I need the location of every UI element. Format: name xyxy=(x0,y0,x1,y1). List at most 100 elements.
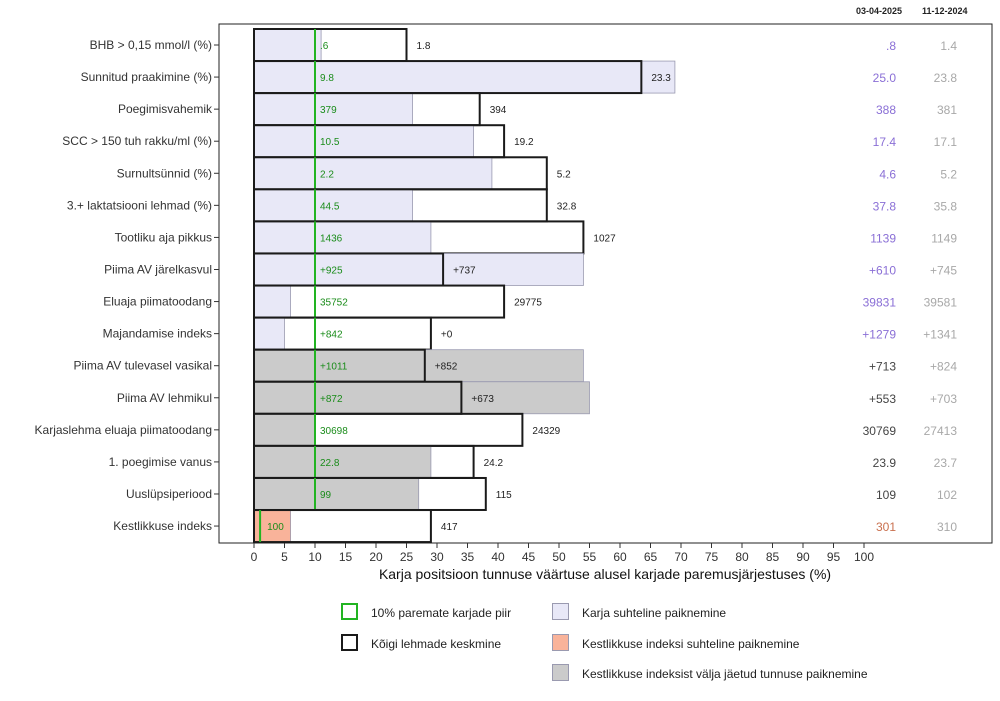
date-current: 03-04-2025 xyxy=(856,6,903,16)
herd-position-bar xyxy=(253,221,432,254)
current-value: 23.9 xyxy=(873,456,897,470)
top10-value-label: 1436 xyxy=(320,233,343,244)
x-tick-label: 50 xyxy=(552,550,566,564)
herd-position-bar xyxy=(253,317,285,351)
top10-value-label: 100 xyxy=(267,522,284,533)
category-label: Karjaslehma eluaja piimatoodang xyxy=(35,423,212,437)
average-box xyxy=(253,509,432,544)
category-label: Piima AV lehmikul xyxy=(117,391,212,405)
category-label: Sunnitud praakimine (%) xyxy=(81,70,212,84)
average-value-label: 29775 xyxy=(514,298,542,309)
herd-position-bar xyxy=(253,349,584,383)
previous-value: 35.8 xyxy=(934,199,958,213)
top10-value-label: +1011 xyxy=(320,362,348,373)
legend-swatch-durability xyxy=(552,634,569,651)
average-value-label: 19.2 xyxy=(514,137,534,148)
current-value: +553 xyxy=(869,392,896,406)
herd-position-bar xyxy=(253,285,291,318)
top10-value-label: 44.5 xyxy=(320,201,340,212)
current-value: 25.0 xyxy=(873,71,897,85)
average-value-label: 1.8 xyxy=(417,41,431,52)
previous-value: 27413 xyxy=(924,424,958,438)
current-value: .8 xyxy=(886,39,896,53)
previous-value: 5.2 xyxy=(940,167,957,181)
average-value-label: 417 xyxy=(441,522,458,533)
average-value-label: +673 xyxy=(471,394,494,405)
x-tick-label: 90 xyxy=(796,550,810,564)
top10-value-label: +925 xyxy=(320,265,343,276)
category-label: Piima AV järelkasvul xyxy=(104,262,212,276)
legend-swatch-excluded xyxy=(552,664,569,681)
current-value: 301 xyxy=(876,520,896,534)
top10-value-label: 10.5 xyxy=(320,137,340,148)
category-label: Piima AV tulevasel vasikal xyxy=(73,359,212,373)
average-value-label: +737 xyxy=(453,265,476,276)
current-value: +713 xyxy=(869,360,896,374)
previous-value: 1149 xyxy=(931,231,957,245)
herd-position-bar xyxy=(253,381,590,415)
x-tick-label: 55 xyxy=(583,550,597,564)
legend-label-herd: Karja suhteline paiknemine xyxy=(582,606,727,620)
category-label: 3.+ laktatsiooni lehmad (%) xyxy=(67,198,212,212)
average-value-label: 394 xyxy=(490,105,507,116)
top10-value-label: 379 xyxy=(320,105,337,116)
legend-swatch-average xyxy=(341,634,358,651)
current-value: +1279 xyxy=(862,328,896,342)
current-value: 4.6 xyxy=(879,167,896,181)
previous-value: 17.1 xyxy=(934,135,958,149)
x-tick-label: 95 xyxy=(827,550,841,564)
herd-position-bar xyxy=(253,60,676,94)
legend-label-durability: Kestlikkuse indeksi suhteline paiknemine xyxy=(582,637,800,651)
current-value: 1139 xyxy=(870,231,896,245)
x-tick-label: 0 xyxy=(251,550,258,564)
herd-position-bar xyxy=(253,156,493,190)
previous-value: 310 xyxy=(937,520,957,534)
x-tick-label: 5 xyxy=(281,550,288,564)
current-value: 17.4 xyxy=(873,135,897,149)
x-tick-label: 75 xyxy=(705,550,719,564)
average-value-label: +0 xyxy=(441,330,453,341)
x-tick-label: 40 xyxy=(491,550,505,564)
category-label: Kestlikkuse indeks xyxy=(113,519,212,533)
x-tick-label: 30 xyxy=(430,550,444,564)
top10-value-label: 22.8 xyxy=(320,458,340,469)
top10-value-label: 2.2 xyxy=(320,169,334,180)
herd-position-bar xyxy=(253,413,316,447)
previous-value: 1.4 xyxy=(940,39,957,53)
legend-label-top10: 10% paremate karjade piir xyxy=(371,606,512,620)
date-previous: 11-12-2024 xyxy=(922,6,968,16)
herd-position-bar xyxy=(253,477,420,511)
previous-value: 102 xyxy=(937,488,957,502)
legend-swatch-herd xyxy=(552,603,569,620)
average-value-label: 5.2 xyxy=(557,169,571,180)
x-tick-label: 45 xyxy=(522,550,536,564)
category-label: 1. poegimise vanus xyxy=(109,455,212,469)
category-label: Surnultsünnid (%) xyxy=(117,166,212,180)
top10-value-label: +872 xyxy=(320,394,343,405)
x-tick-label: 25 xyxy=(400,550,414,564)
x-tick-label: 80 xyxy=(735,550,749,564)
top10-value-label: 99 xyxy=(320,490,332,501)
current-value: 109 xyxy=(876,488,896,502)
current-value: 39831 xyxy=(863,296,897,310)
average-box xyxy=(253,284,506,319)
category-label: BHB > 0,15 mmol/l (%) xyxy=(90,38,212,52)
previous-value: 23.7 xyxy=(934,456,958,470)
average-value-label: 23.3 xyxy=(651,73,671,84)
top10-value-label: 9.8 xyxy=(320,73,334,84)
average-value-label: 24329 xyxy=(532,426,560,437)
x-tick-label: 100 xyxy=(854,550,874,564)
average-value-label: 24.2 xyxy=(484,458,504,469)
category-label: Tootliku aja pikkus xyxy=(115,230,212,244)
x-tick-label: 20 xyxy=(369,550,383,564)
herd-position-bar xyxy=(253,188,414,222)
previous-value: +1341 xyxy=(923,328,957,342)
plot-frame xyxy=(218,23,993,544)
previous-value: 381 xyxy=(937,103,957,117)
x-tick-label: 35 xyxy=(461,550,475,564)
previous-value: +745 xyxy=(930,263,957,277)
herd-position-bar xyxy=(253,253,584,286)
previous-value: 39581 xyxy=(924,296,958,310)
x-tick-label: 10 xyxy=(308,550,322,564)
